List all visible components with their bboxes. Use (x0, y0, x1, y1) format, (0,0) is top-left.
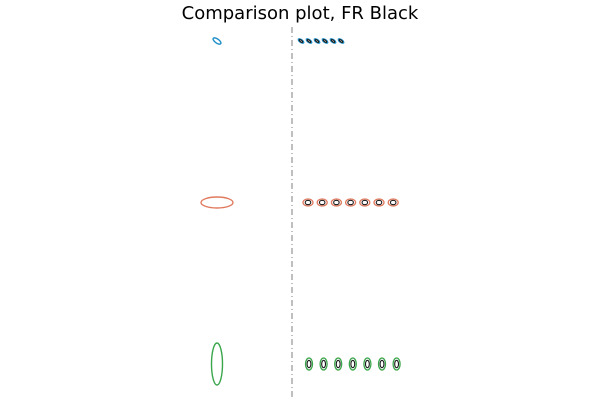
sample-ellipse-row-3 (334, 357, 343, 371)
sample-inner-ellipse-row-2 (375, 199, 383, 206)
sample-inner-ellipse-row-2 (361, 199, 369, 206)
sample-ellipse-row-2 (302, 198, 314, 207)
reference-ellipse-row-2 (200, 196, 234, 209)
sample-ellipse-row-3 (377, 357, 387, 371)
sample-inner-ellipse-row-3 (350, 359, 356, 369)
sample-ellipse-row-3 (348, 357, 357, 371)
sample-ellipse-row-2 (316, 198, 328, 207)
sample-inner-ellipse-row-3 (335, 359, 341, 369)
sample-ellipse-row-3 (363, 357, 372, 371)
sample-inner-ellipse-row-2 (333, 199, 340, 206)
sample-inner-ellipse-row-1 (298, 39, 304, 43)
sample-inner-ellipse-row-2 (389, 199, 397, 206)
reference-ellipse-row-1 (212, 37, 222, 45)
sample-ellipse-row-3 (319, 357, 328, 371)
sample-ellipse-row-1 (305, 38, 313, 44)
sample-inner-ellipse-row-1 (306, 39, 312, 43)
sample-inner-ellipse-row-3 (394, 359, 400, 369)
sample-inner-ellipse-row-2 (304, 199, 312, 206)
sample-inner-ellipse-row-3 (379, 359, 385, 369)
sample-inner-ellipse-row-2 (347, 199, 354, 206)
sample-inner-ellipse-row-3 (364, 359, 370, 369)
sample-ellipse-row-3 (304, 357, 314, 371)
sample-ellipse-row-2 (359, 198, 371, 207)
sample-inner-ellipse-row-1 (338, 39, 344, 43)
sample-ellipse-row-2 (330, 198, 343, 207)
sample-ellipse-row-2 (344, 198, 357, 207)
sample-inner-ellipse-row-1 (314, 39, 320, 43)
sample-ellipse-row-1 (321, 38, 329, 44)
sample-inner-ellipse-row-1 (322, 39, 328, 43)
sample-ellipse-row-2 (373, 198, 385, 207)
sample-inner-ellipse-row-3 (306, 359, 312, 369)
sample-ellipse-row-2 (387, 198, 399, 207)
sample-inner-ellipse-row-2 (318, 199, 326, 206)
sample-ellipse-row-1 (329, 38, 337, 44)
sample-inner-ellipse-row-3 (321, 359, 327, 369)
reference-ellipse-row-3 (210, 342, 224, 386)
sample-ellipse-row-1 (337, 38, 345, 44)
sample-ellipse-row-1 (313, 38, 321, 44)
sample-ellipse-row-1 (297, 38, 305, 44)
ellipse-marks (200, 37, 401, 386)
sample-ellipse-row-3 (392, 357, 401, 371)
chart-title: Comparison plot, FR Black (182, 3, 419, 24)
sample-inner-ellipse-row-1 (330, 39, 336, 43)
